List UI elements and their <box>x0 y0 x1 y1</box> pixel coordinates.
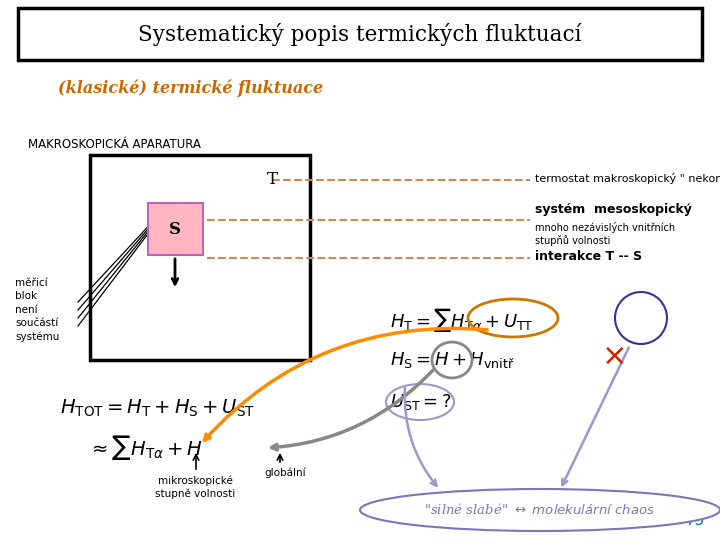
Text: mnoho nezávislých vnitřních
stupňů volnosti: mnoho nezávislých vnitřních stupňů volno… <box>535 222 675 246</box>
Bar <box>148 203 203 255</box>
Bar <box>18 8 702 60</box>
Text: měřicí
blok
není
součástí
systému: měřicí blok není součástí systému <box>15 278 59 342</box>
Text: $U_{\mathrm{ST}} = ?$: $U_{\mathrm{ST}} = ?$ <box>390 392 451 412</box>
Text: $\approx \sum H_{\mathrm{T}\alpha} + H$: $\approx \sum H_{\mathrm{T}\alpha} + H$ <box>88 434 203 462</box>
Text: 75: 75 <box>685 513 705 528</box>
Text: $H_{\mathrm{TOT}} = H_{\mathrm{T}} + H_{\mathrm{S}} + U_{\mathrm{ST}}$: $H_{\mathrm{TOT}} = H_{\mathrm{T}} + H_{… <box>60 397 255 418</box>
Text: "silné slabé" $\leftrightarrow$ $\mathit{molekulární\ chaos}$: "silné slabé" $\leftrightarrow$ $\mathit… <box>425 503 655 517</box>
Text: globální: globální <box>264 468 306 478</box>
Text: S: S <box>169 220 181 238</box>
Text: (klasické) termické fluktuace: (klasické) termické fluktuace <box>58 79 323 97</box>
Text: mikroskopické
stupně volnosti: mikroskopické stupně volnosti <box>155 475 235 498</box>
Text: $H_{\mathrm{T}} = \sum H_{\mathrm{T}\alpha} +U_{\mathrm{TT}}$: $H_{\mathrm{T}} = \sum H_{\mathrm{T}\alp… <box>390 306 534 334</box>
Text: $H_{\mathrm{S}} = H + H_{\mathrm{vnitř}}$: $H_{\mathrm{S}} = H + H_{\mathrm{vnitř}}… <box>390 350 515 370</box>
Text: Systematický popis termických fluktuací: Systematický popis termických fluktuací <box>138 23 582 45</box>
Text: $\times$: $\times$ <box>601 341 625 372</box>
Ellipse shape <box>360 489 720 531</box>
Text: MAKROSKOPICKÁ APARATURA: MAKROSKOPICKÁ APARATURA <box>28 138 201 152</box>
Text: termostat makroskopický " nekonečný ": termostat makroskopický " nekonečný " <box>535 172 720 184</box>
Text: systém  mesoskopický: systém mesoskopický <box>535 204 692 217</box>
Bar <box>90 155 310 360</box>
Text: T: T <box>266 172 277 188</box>
Text: interakce T -- S: interakce T -- S <box>535 249 642 262</box>
